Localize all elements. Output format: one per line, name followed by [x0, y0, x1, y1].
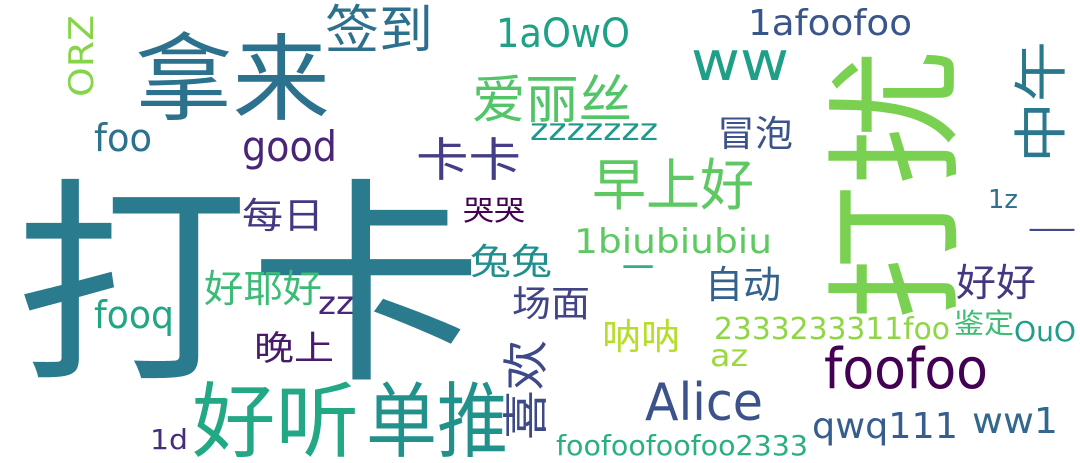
cloud-word: ww: [691, 30, 789, 93]
cloud-word: 爱丽丝: [472, 71, 632, 131]
cloud-word: fooq: [94, 293, 174, 337]
cloud-word: 自动: [705, 263, 781, 307]
cloud-word: zzzzzzz: [530, 113, 658, 148]
cloud-word: OuO: [1014, 315, 1076, 348]
cloud-word: 打卡: [15, 161, 483, 414]
cloud-word: 场面: [512, 284, 590, 325]
cloud-word: 1biubiubiu: [574, 222, 772, 262]
cloud-word: 兔兔: [470, 242, 552, 283]
cloud-word: 晚上: [254, 329, 334, 369]
cloud-word: 单推: [366, 375, 508, 463]
cloud-word: __: [1029, 197, 1076, 232]
cloud-word: 一: [622, 249, 654, 289]
cloud-word: 拿来: [135, 26, 330, 135]
cloud-word: 呐呐: [602, 317, 680, 358]
cloud-word: 好耶好: [204, 267, 322, 311]
cloud-word: 好好: [956, 261, 1036, 305]
cloud-word: zz: [318, 284, 354, 322]
cloud-word: 1afoofoo: [748, 3, 912, 44]
cloud-word: foofoo: [824, 337, 988, 402]
cloud-word: good: [242, 122, 337, 171]
cloud-word: 中午: [1010, 41, 1073, 163]
cloud-word: 好听: [192, 375, 359, 463]
cloud-word: Alice: [645, 373, 763, 433]
cloud-word: 签到: [325, 1, 433, 61]
cloud-word: 哭哭: [463, 194, 525, 227]
cloud-word: 1d: [150, 423, 188, 456]
cloud-word: ww1: [972, 401, 1058, 442]
cloud-word: 卡卡: [416, 133, 521, 187]
cloud-word: 冒泡: [717, 114, 793, 155]
cloud-word: foo: [94, 116, 152, 160]
cloud-word: qwq111: [812, 406, 958, 447]
cloud-word: 1z: [988, 185, 1018, 215]
cloud-word: 打扰: [817, 50, 980, 320]
cloud-word: 2333233311foo: [714, 312, 950, 347]
cloud-word: 1aOwO: [496, 11, 630, 57]
cloud-word: 早上好: [592, 154, 754, 219]
cloud-word: 每日: [242, 196, 324, 237]
cloud-word: foofoofoofoo2333: [556, 429, 808, 462]
cloud-word: 鉴定: [954, 307, 1014, 340]
cloud-word: 喜欢: [499, 340, 553, 440]
cloud-word: az: [710, 339, 748, 374]
cloud-word: ORZ: [62, 15, 102, 97]
